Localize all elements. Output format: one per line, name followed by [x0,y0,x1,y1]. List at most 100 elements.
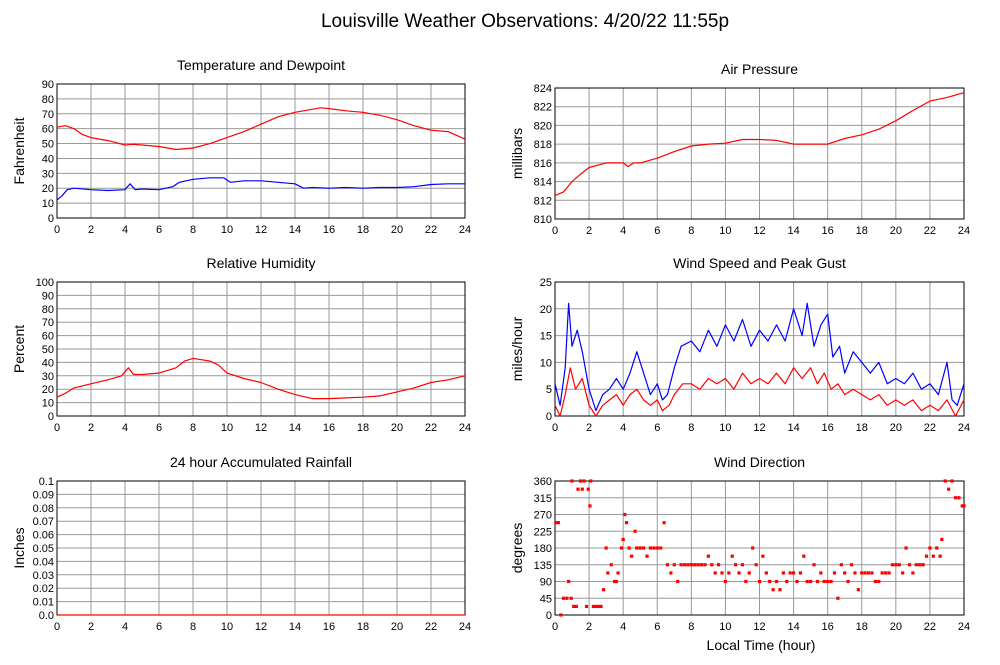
x-tick-label: 20 [890,621,902,633]
y-tick-label: 180 [534,543,552,555]
chart-title: 24 hour Accumulated Rainfall [170,454,352,470]
y-tick-label: 0.07 [33,516,54,528]
x-tick-label: 20 [391,422,403,434]
data-point [723,579,728,584]
y-tick-label: 60 [42,124,54,136]
x-tick-label: 22 [425,224,437,236]
x-tick-label: 14 [289,422,301,434]
data-point [890,563,895,567]
y-tick-label: 0 [546,411,552,423]
plot-frame [554,281,965,417]
data-point [928,546,932,550]
data-point [588,504,592,508]
y-tick-label: 135 [534,560,552,572]
data-point [567,579,571,584]
y-tick-label: 822 [534,102,552,114]
x-tick-label: 20 [890,422,902,434]
y-tick-label: 80 [42,304,54,316]
x-tick-label: 18 [856,621,868,633]
x-tick-label: 6 [156,224,162,236]
plot-frame [56,83,466,219]
y-tick-label: 70 [42,317,54,329]
y-tick-label: 20 [42,384,54,396]
data-point [686,563,690,567]
data-point [713,571,717,575]
data-point [771,588,775,592]
chart-title: Air Pressure [721,61,798,77]
y-tick-label: 50 [42,139,54,151]
x-tick-label: 2 [586,225,592,237]
x-tick-label: 10 [719,621,731,633]
data-point [897,563,901,567]
x-tick-label: 12 [753,422,765,434]
data-point [744,579,748,584]
data-point [853,571,857,575]
data-point [832,571,837,575]
data-point [556,521,561,525]
x-tick-label: 12 [753,225,765,237]
y-tick-label: 15 [540,331,552,343]
data-point [570,479,574,483]
data-point [866,571,871,575]
data-point [795,579,799,584]
data-point [696,563,700,567]
data-point [662,521,666,525]
data-point [764,571,768,575]
y-axis-title: miles/hour [509,316,525,381]
data-point [584,604,589,609]
y-tick-label: 816 [534,158,552,170]
data-point [761,554,765,558]
data-point [839,563,843,567]
data-point [576,487,580,491]
x-tick-label: 6 [156,621,162,633]
data-point [591,604,595,609]
x-tick-label: 24 [958,422,970,434]
x-tick-label: 24 [459,621,471,633]
data-point [672,563,676,567]
y-tick-label: 812 [534,195,552,207]
y-tick-label: 0.09 [33,489,54,501]
x-tick-label: 16 [822,422,834,434]
x-tick-label: 14 [787,621,799,633]
data-point [938,554,942,558]
data-point [596,604,601,609]
data-point [805,579,809,584]
x-tick-label: 24 [459,422,471,434]
data-point [880,571,884,575]
x-tick-label: 24 [958,621,970,633]
x-tick-label: 12 [753,621,765,633]
data-point [846,579,850,584]
data-point [904,546,908,550]
data-point [689,563,693,567]
data-point [940,537,944,542]
data-point [616,571,620,575]
data-point [754,563,758,567]
data-point [665,563,670,567]
data-point [921,563,925,567]
y-tick-label: 0.0 [39,610,54,622]
data-point [693,563,697,567]
x-tick-label: 0 [552,422,558,434]
data-point [635,546,639,550]
y-tick-label: 90 [42,290,54,302]
y-tick-label: 0 [48,213,54,225]
chart-title: Wind Direction [714,454,805,470]
data-point [703,563,707,567]
x-tick-label: 8 [190,621,196,633]
data-point [809,579,813,584]
data-point [950,479,954,483]
data-point [860,571,864,575]
x-tick-label: 4 [620,621,626,633]
data-point [863,571,867,575]
y-tick-label: 45 [540,593,552,605]
y-tick-label: 20 [540,304,552,316]
y-axis-title: Fahrenheit [11,117,27,184]
y-tick-label: 225 [534,526,552,538]
y-tick-label: 40 [42,357,54,369]
data-point [856,588,860,592]
data-point [679,563,683,567]
x-tick-label: 12 [255,422,267,434]
data-point [717,563,721,567]
data-point [630,554,634,558]
